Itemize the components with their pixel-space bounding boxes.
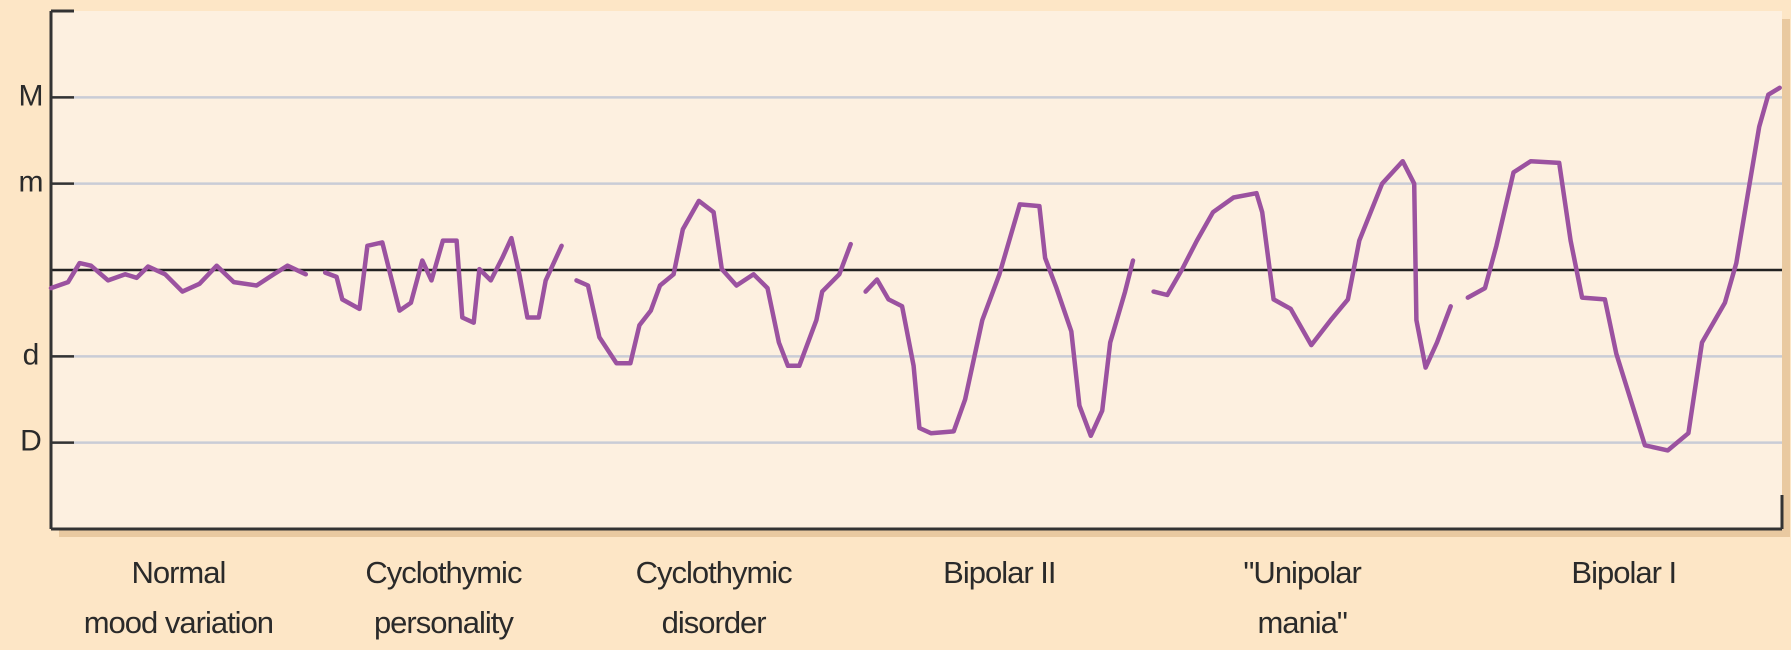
category-label: Bipolar I (1571, 555, 1677, 590)
y-tick-label: d (23, 338, 40, 371)
y-tick-label: m (19, 166, 44, 199)
mood-line (574, 198, 853, 369)
mood-line (1151, 158, 1453, 370)
mood-line (48, 260, 309, 294)
y-tick-label: D (20, 425, 42, 458)
mood-line (322, 235, 564, 325)
y-tick-label: M (19, 79, 44, 112)
category-label: Bipolar II (943, 555, 1056, 590)
category-label: Cyclothymic disorder (635, 555, 793, 640)
category-label: Normal mood variation (83, 555, 274, 640)
category-label: "Unipolar mania" (1243, 555, 1361, 640)
mood-line (863, 202, 1136, 439)
mood-line (1465, 85, 1782, 453)
category-label: Cyclothymic personality (365, 555, 522, 640)
